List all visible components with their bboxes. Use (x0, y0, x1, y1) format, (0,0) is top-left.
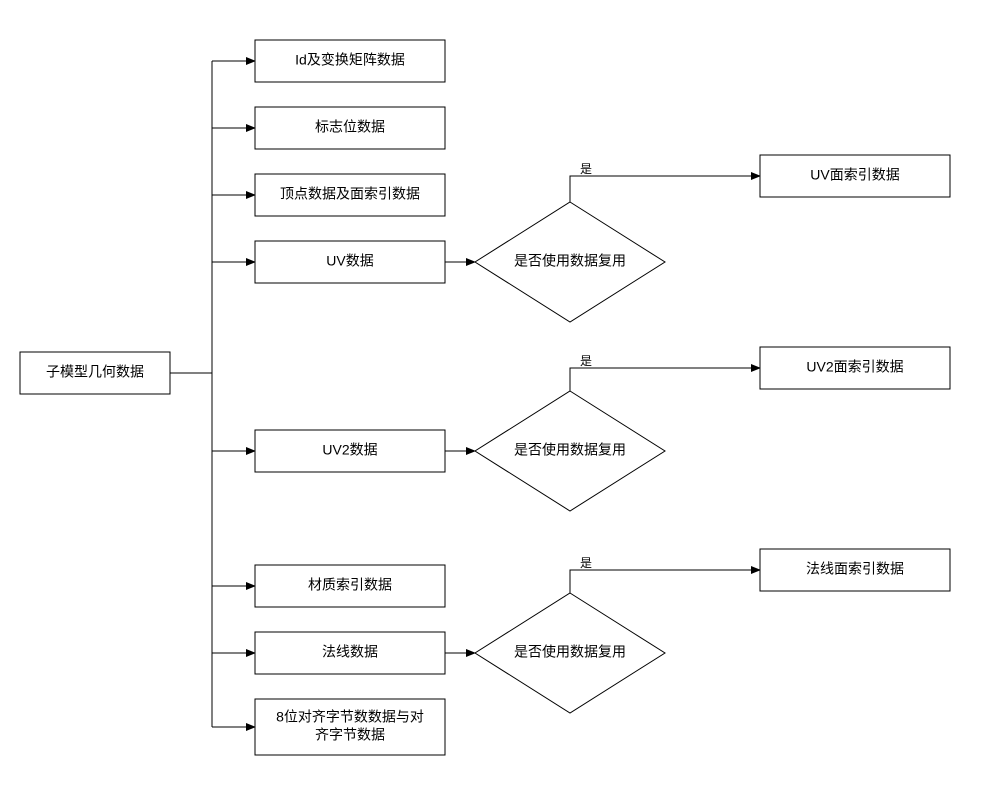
yes-arrow-d3 (570, 570, 760, 593)
child-box-6-label: 法线数据 (322, 644, 378, 660)
child-box-0-label: Id及变换矩阵数据 (295, 52, 405, 68)
child-box-5-label: 材质索引数据 (308, 577, 392, 593)
child-box-2-label: 顶点数据及面索引数据 (280, 186, 420, 202)
root-box-label: 子模型几何数据 (46, 364, 144, 380)
out-box-d1-label: UV面索引数据 (810, 167, 899, 183)
yes-label-d1: 是 (580, 162, 592, 176)
decision-d2-label: 是否使用数据复用 (514, 442, 626, 458)
child-box-7-label: 8位对齐字节数数据与对 (276, 709, 424, 725)
out-box-d3-label: 法线面索引数据 (806, 561, 904, 577)
yes-label-d3: 是 (580, 556, 592, 570)
out-box-d2-label: UV2面索引数据 (806, 359, 903, 375)
child-box-1-label: 标志位数据 (315, 119, 385, 135)
child-box-3-label: UV数据 (326, 253, 373, 269)
child-box-7-label2: 齐字节数据 (315, 727, 385, 743)
decision-d3-label: 是否使用数据复用 (514, 644, 626, 660)
yes-arrow-d2 (570, 368, 760, 391)
decision-d1-label: 是否使用数据复用 (514, 253, 626, 269)
yes-label-d2: 是 (580, 354, 592, 368)
child-box-4-label: UV2数据 (322, 442, 377, 458)
yes-arrow-d1 (570, 176, 760, 202)
